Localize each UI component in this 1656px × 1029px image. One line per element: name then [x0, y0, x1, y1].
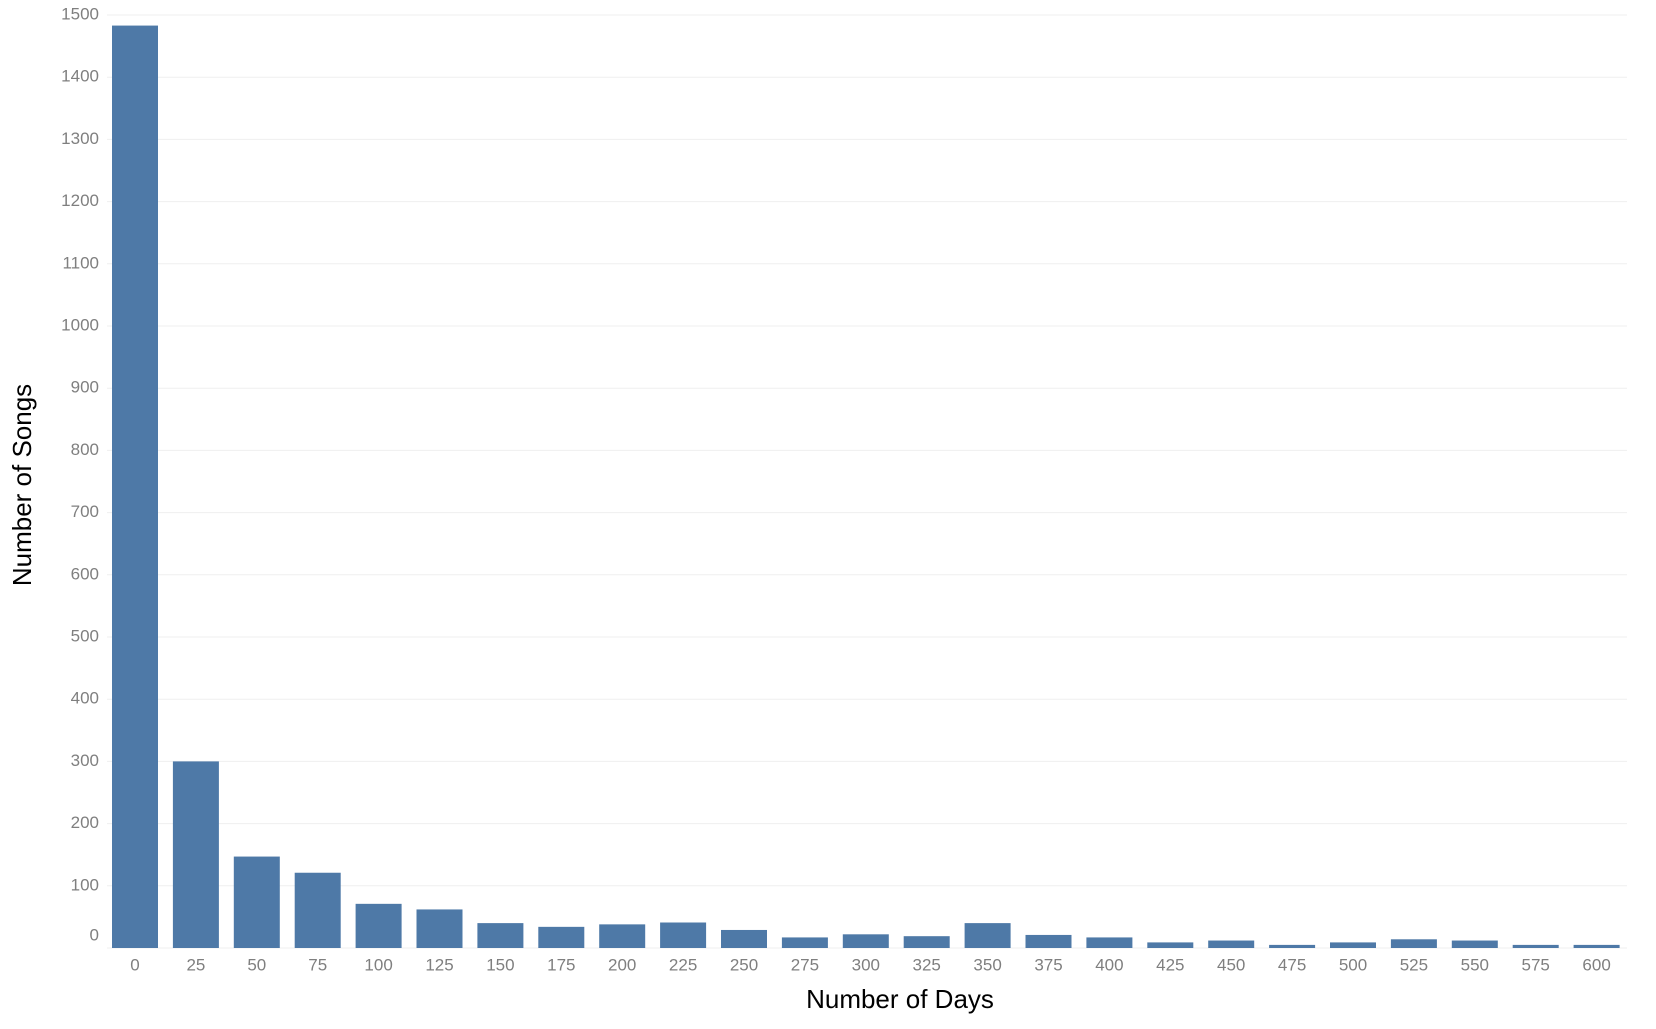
x-tick-label: 450	[1217, 955, 1245, 974]
y-tick-label: 800	[71, 440, 99, 459]
x-tick-label: 125	[425, 955, 453, 974]
x-tick-label: 0	[130, 955, 139, 974]
bar	[842, 934, 889, 948]
x-tick-label: 575	[1522, 955, 1550, 974]
y-tick-label: 600	[71, 564, 99, 583]
x-tick-label: 400	[1095, 955, 1123, 974]
y-tick-label: 1100	[62, 253, 99, 272]
bar	[1025, 934, 1072, 948]
x-tick-label: 225	[669, 955, 697, 974]
bar	[903, 936, 950, 948]
bar	[1269, 944, 1316, 948]
bar	[1512, 944, 1559, 948]
bar	[477, 923, 524, 948]
bar	[1390, 939, 1437, 948]
y-tick-label: 100	[71, 875, 99, 894]
x-tick-label: 25	[186, 955, 205, 974]
bar	[964, 923, 1011, 948]
x-tick-label: 300	[852, 955, 880, 974]
y-axis-title: Number of Songs	[7, 384, 37, 586]
x-tick-label: 75	[308, 955, 327, 974]
bar	[599, 924, 646, 948]
bar	[538, 926, 585, 948]
x-tick-label: 200	[608, 955, 636, 974]
x-tick-label: 275	[791, 955, 819, 974]
x-tick-label: 550	[1461, 955, 1489, 974]
bar	[112, 25, 158, 949]
x-tick-label: 100	[364, 955, 392, 974]
bar	[1573, 944, 1620, 948]
x-tick-label: 175	[547, 955, 575, 974]
y-tick-label: 0	[90, 925, 99, 944]
x-tick-label: 425	[1156, 955, 1184, 974]
y-tick-label: 1000	[61, 315, 99, 334]
x-tick-label: 50	[247, 955, 266, 974]
y-tick-label: 900	[71, 378, 99, 397]
x-tick-label: 150	[486, 955, 514, 974]
x-tick-label: 350	[973, 955, 1001, 974]
bar	[660, 922, 707, 948]
bar	[781, 937, 828, 948]
bar	[721, 929, 767, 948]
bar	[1451, 940, 1498, 948]
y-tick-label: 1500	[61, 4, 99, 23]
bar	[1208, 940, 1255, 948]
x-tick-label: 500	[1339, 955, 1367, 974]
x-axis-title: Number of Days	[806, 984, 994, 1014]
bar	[1330, 942, 1376, 948]
y-tick-label: 200	[71, 813, 99, 832]
bar	[355, 903, 402, 948]
x-tick-label: 375	[1034, 955, 1062, 974]
y-tick-label: 700	[71, 502, 99, 521]
x-tick-label: 600	[1582, 955, 1610, 974]
bar	[416, 909, 463, 948]
y-tick-label: 500	[71, 626, 99, 645]
y-tick-label: 300	[71, 751, 99, 770]
y-tick-label: 400	[71, 689, 99, 708]
bar	[172, 761, 219, 948]
bar	[294, 872, 341, 948]
bar	[1147, 942, 1194, 948]
x-tick-label: 525	[1400, 955, 1428, 974]
bar	[1086, 937, 1133, 948]
y-tick-label: 1400	[61, 67, 99, 86]
y-tick-label: 1200	[61, 191, 99, 210]
x-tick-label: 475	[1278, 955, 1306, 974]
x-tick-label: 250	[730, 955, 758, 974]
bar	[233, 856, 280, 948]
x-tick-label: 325	[913, 955, 941, 974]
y-tick-label: 1300	[61, 129, 99, 148]
